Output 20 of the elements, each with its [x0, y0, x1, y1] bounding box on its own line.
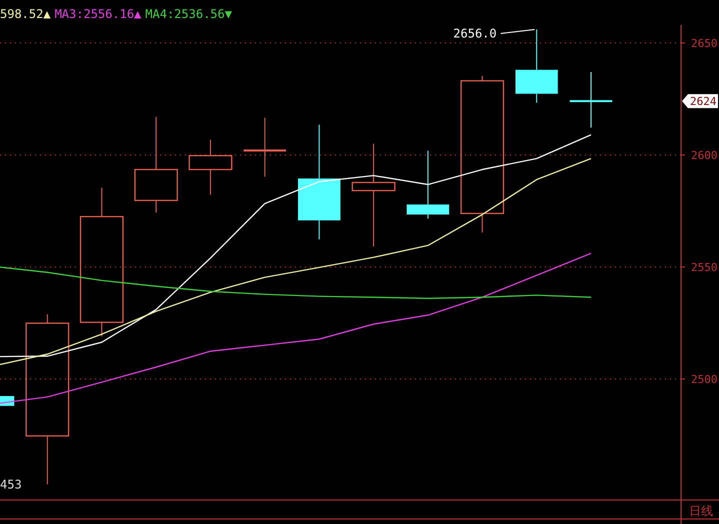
y-tick-label: 2550 — [691, 260, 718, 274]
candlestick — [352, 143, 396, 247]
candlestick — [406, 150, 450, 220]
y-tick-label: 2650 — [691, 36, 718, 50]
candlestick — [515, 28, 558, 104]
candlestick — [568, 72, 614, 128]
text: 日线 — [689, 504, 713, 518]
candlestick — [80, 187, 124, 337]
text: 598.52▲ — [0, 7, 52, 21]
candlestick — [188, 139, 232, 196]
y-tick-label: 2500 — [691, 373, 718, 386]
text: MA4:2536.56▼ — [145, 7, 233, 21]
candlestick — [134, 116, 178, 214]
candlestick — [242, 117, 288, 178]
text: 2624 — [690, 95, 717, 108]
text: MA3:2556.16▲ — [54, 7, 142, 21]
y-tick-label: 2600 — [691, 148, 718, 162]
annotation: 2656.0 — [453, 26, 497, 40]
candlestick — [298, 124, 340, 240]
annotation: 453 — [0, 477, 22, 492]
